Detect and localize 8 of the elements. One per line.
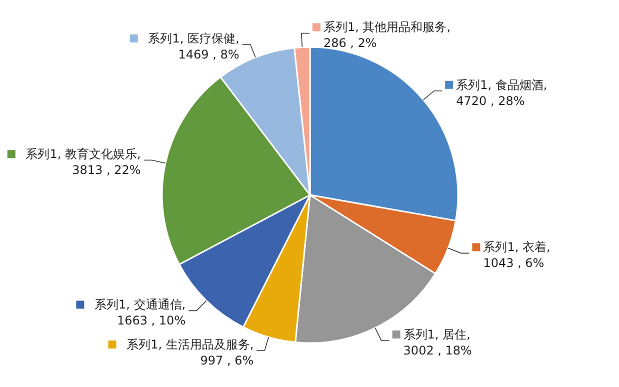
data-label: 系列1, 其他用品和服务, 286 , 2% bbox=[323, 20, 451, 50]
data-label: 系列1, 生活用品及服务, 997 , 6% bbox=[126, 338, 254, 368]
data-label: 系列1, 教育文化娱乐, 3813 , 22% bbox=[26, 147, 141, 178]
data-label: 系列1, 居住, 3002 , 18% bbox=[403, 327, 472, 358]
data-label: 系列1, 衣着, 1043 , 6% bbox=[483, 240, 550, 270]
data-label: 系列1, 医疗保健, 1469 , 8% bbox=[148, 31, 240, 62]
data-label: 系列1, 交通通信, 1663 , 10% bbox=[94, 298, 186, 328]
data-label: 系列1, 食品烟酒, 4720 , 28% bbox=[456, 78, 548, 108]
